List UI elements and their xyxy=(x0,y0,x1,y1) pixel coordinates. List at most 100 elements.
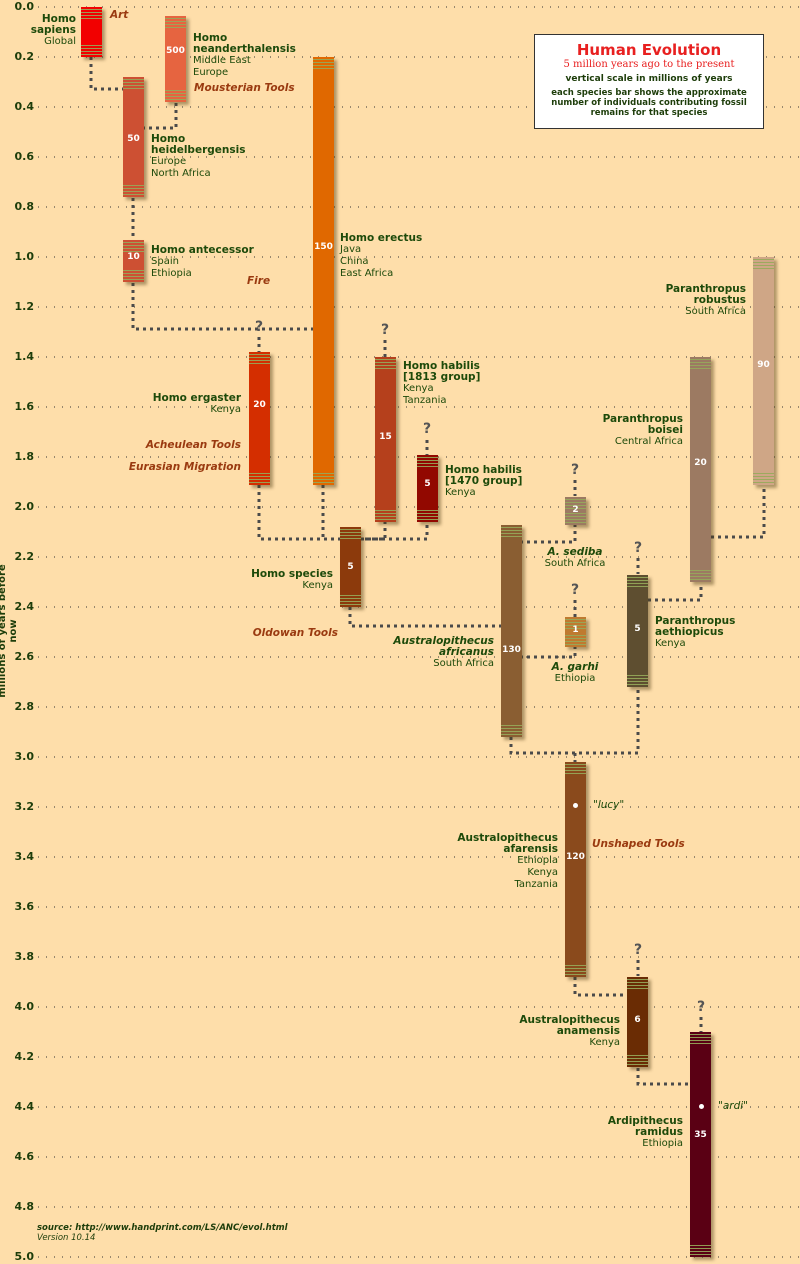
fossil-count: 50 xyxy=(127,134,140,144)
label-neanderthalensis: Homo neanderthalensis Middle East Europe xyxy=(193,32,296,79)
y-tick-label: 1.6 xyxy=(14,400,35,413)
fossil-count: 120 xyxy=(566,852,585,862)
y-tick-label: 2.0 xyxy=(14,500,35,513)
fossil-count: 10 xyxy=(127,251,140,262)
species-bar-homo-sapiens xyxy=(81,7,102,57)
species-bar-habilis-1470: 5 xyxy=(417,454,438,522)
y-tick-label: 2.6 xyxy=(14,650,35,663)
fossil-count: 1 xyxy=(572,625,579,635)
unknown-origin-icon: ? xyxy=(633,942,643,958)
unknown-origin-icon: ? xyxy=(570,582,580,598)
connector xyxy=(257,485,340,541)
milestone-oldowan: Oldowan Tools xyxy=(252,627,338,639)
y-tick-label: 5.0 xyxy=(14,1250,35,1263)
chart-subtitle: 5 million years ago to the present xyxy=(563,59,735,70)
fossil-count: 35 xyxy=(694,1130,707,1140)
label-erectus: Homo erectus Java China East Africa xyxy=(340,232,423,280)
species-bar-aethiopicus: 5 xyxy=(627,574,648,687)
milestone-migration: Eurasian Migration xyxy=(128,461,241,473)
species-bar-homo-species: 5 xyxy=(340,527,361,607)
fossil-count: 20 xyxy=(253,400,266,410)
bar-note: each species bar shows the approximate n… xyxy=(551,88,747,118)
connector xyxy=(89,57,123,91)
label-antecessor: Homo antecessor Spain Ethiopia xyxy=(151,244,254,280)
scale-note: vertical scale in millions of years xyxy=(565,74,733,84)
unknown-origin-icon: ? xyxy=(696,999,706,1015)
unknown-origin-icon: ? xyxy=(570,462,580,478)
fossil-count: 500 xyxy=(166,46,185,56)
y-tick-label: 4.8 xyxy=(14,1200,35,1213)
label-garhi: A. garhi Ethiopia xyxy=(551,661,599,685)
specimen-lucy: "lucy" xyxy=(593,799,625,811)
label-aethiopicus: Paranthropus aethiopicus Kenya xyxy=(655,615,736,650)
connector xyxy=(509,688,640,755)
connector xyxy=(144,103,178,130)
label-africanus: Australopithecus africanus South Africa xyxy=(393,635,494,670)
y-tick-label: 4.6 xyxy=(14,1150,35,1163)
connector xyxy=(573,977,627,997)
species-bar-ergaster: 20 xyxy=(249,352,270,485)
y-tick-label: 3.8 xyxy=(14,950,35,963)
connector xyxy=(636,1068,690,1086)
connector xyxy=(348,607,501,628)
chart-title: Human Evolution xyxy=(576,41,722,59)
legend-box: Human Evolution 5 million years ago to t… xyxy=(534,34,764,129)
fossil-count: 5 xyxy=(347,562,354,572)
y-tick-label: 4.2 xyxy=(14,1050,35,1063)
label-sediba: A. sediba South Africa xyxy=(544,546,606,570)
connector xyxy=(131,283,313,331)
connector xyxy=(361,521,429,541)
label-ergaster: Homo ergaster Kenya xyxy=(152,392,241,416)
label-afarensis: Australopithecus afarensis Ethiopia Kenya Ta… xyxy=(457,832,558,891)
connector xyxy=(711,485,766,539)
label-habilis-1470: Homo habilis [1470 group] Kenya xyxy=(445,464,523,499)
y-tick-label: 0.6 xyxy=(14,150,35,163)
connector xyxy=(648,583,703,602)
specimen-marker-icon xyxy=(573,803,578,808)
y-tick-label: 4.0 xyxy=(14,1000,35,1013)
label-heidelbergensis: Homo heidelbergensis Europe North Africa xyxy=(151,133,246,180)
label-homo-species: Homo species Kenya xyxy=(251,568,333,592)
y-tick-label: 1.0 xyxy=(14,250,35,263)
fossil-count: 6 xyxy=(634,1015,641,1025)
y-tick-label: 2.2 xyxy=(14,550,35,563)
milestone-unshaped: Unshaped Tools xyxy=(592,838,685,850)
fossil-count: 15 xyxy=(379,432,392,442)
label-robustus: Paranthropus robustus South Africa xyxy=(665,283,746,318)
y-tick-label: 0.0 xyxy=(14,0,35,13)
species-bar-erectus: 150 xyxy=(313,57,334,485)
y-tick-label: 0.8 xyxy=(14,200,35,213)
source-note: source: http://www.handprint.com/LS/ANC/… xyxy=(37,1223,288,1243)
y-tick-label: 4.4 xyxy=(14,1100,35,1113)
y-tick-label: 3.0 xyxy=(14,750,35,763)
species-bar-robustus: 90 xyxy=(753,257,774,485)
species-bar-boisei: 20 xyxy=(690,357,711,582)
species-bar-habilis-1813: 15 xyxy=(375,357,396,522)
fossil-count: 90 xyxy=(757,360,770,370)
species-bar-afarensis: 120 xyxy=(565,762,586,977)
connector xyxy=(522,646,577,659)
y-tick-label: 2.4 xyxy=(14,600,35,613)
species-bar-sediba: 2 xyxy=(565,497,586,525)
fossil-count: 2 xyxy=(572,505,579,515)
species-bar-neanderthalensis: 500 xyxy=(165,16,186,102)
label-boisei: Paranthropus boisei Central Africa xyxy=(602,413,683,448)
y-tick-label: 2.8 xyxy=(14,700,35,713)
connector xyxy=(522,524,577,544)
y-tick-label: 1.8 xyxy=(14,450,35,463)
milestone-acheulean: Acheulean Tools xyxy=(145,439,241,451)
label-homo-sapiens: Homo sapiens Global xyxy=(30,13,76,48)
unknown-origin-icon: ? xyxy=(380,322,390,338)
specimen-marker-icon xyxy=(699,1104,704,1109)
species-bar-garhi: 1 xyxy=(565,617,586,647)
y-tick-label: 3.4 xyxy=(14,850,35,863)
y-tick-label: 3.6 xyxy=(14,900,35,913)
milestone-fire: Fire xyxy=(247,275,271,287)
milestone-mousterian: Mousterian Tools xyxy=(194,82,295,94)
fossil-count: 5 xyxy=(634,623,641,634)
y-tick-label: 0.2 xyxy=(14,50,35,63)
species-bar-anamensis: 6 xyxy=(627,977,648,1067)
specimen-ardi: "ardi" xyxy=(718,1100,748,1112)
label-anamensis: Australopithecus anamensis Kenya xyxy=(519,1014,620,1049)
